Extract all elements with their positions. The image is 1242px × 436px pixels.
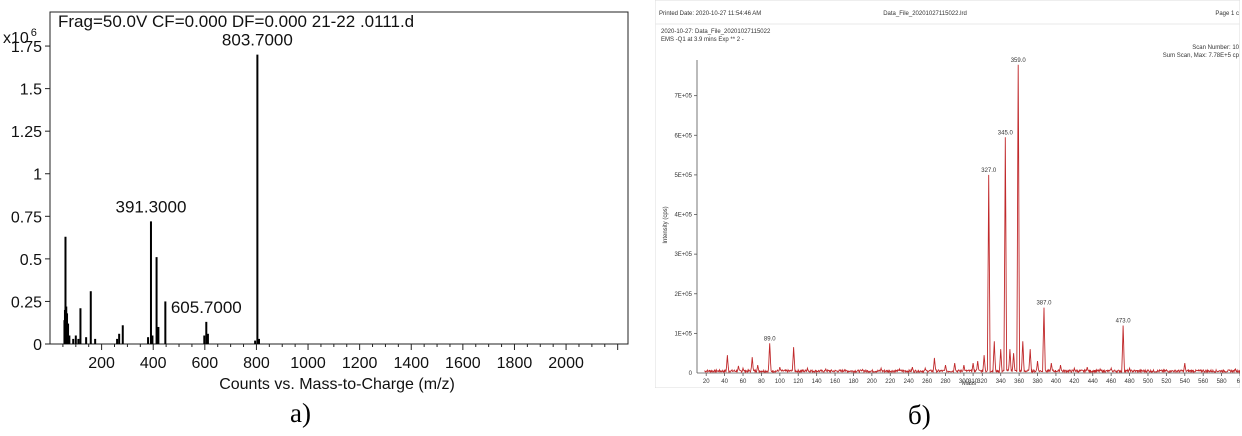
chart-a-peak-label: 391.3000 xyxy=(116,197,187,216)
chart-b-x-tick-label: 260 xyxy=(922,379,933,385)
chart-a-x-axis: 200 400 600 800 1000 1200 1400 1600 1800 2000 xyxy=(62,344,619,372)
chart-b-peak-label: 345.0 xyxy=(998,130,1014,136)
chart-a-y-tick-label: 1.25 xyxy=(11,124,42,141)
chart-b-x-tick-label: 20 xyxy=(703,379,710,385)
chart-b-caption: б) xyxy=(908,400,931,430)
chart-b-x-tick-label: 480 xyxy=(1125,379,1136,385)
chart-a-y-tick-label: 1.75 xyxy=(11,39,42,56)
chart-b-annotations: 359.0 345.0 327.0 387.0 473.0 89.0 xyxy=(764,58,1131,343)
chart-b-x-tick-label: 40 xyxy=(721,379,728,385)
chart-b-sum-scan: Sum Scan, Max: 7.78E+5 cp xyxy=(1163,53,1240,59)
chart-a-y-multiplier: x10 6 xyxy=(3,27,37,47)
chart-b-x-tick-label: 80 xyxy=(758,379,765,385)
chart-b-info-line-1: 2020-10-27: Data_File_20201027115022 xyxy=(661,29,771,35)
chart-a-x-tick-label: 1200 xyxy=(342,355,378,372)
chart-b-page-number: Page 1 c xyxy=(1215,11,1239,17)
chart-b: Printed Date: 2020-10-27 11:54:46 AM Dat… xyxy=(655,0,1240,388)
chart-a-y-tick-label: 1 xyxy=(33,167,42,184)
chart-b-x-tick-label: 180 xyxy=(848,379,859,385)
chart-b-x-tick-label: 360 xyxy=(1014,379,1025,385)
chart-b-y-tick-label: 2E+05 xyxy=(674,292,692,298)
chart-b-x-axis-label: Mass xyxy=(962,381,976,387)
chart-a-title: Frag=50.0V CF=0.000 DF=0.000 21-22 .0111… xyxy=(58,12,414,31)
chart-a-y-tick-label: 1.5 xyxy=(20,82,42,99)
chart-b-x-tick-label: 380 xyxy=(1033,379,1044,385)
chart-a-x-tick-label: 1000 xyxy=(290,355,326,372)
chart-b-x-tick-label: 140 xyxy=(812,379,823,385)
chart-b-x-tick-label: 200 xyxy=(867,379,878,385)
chart-b-x-tick-label: 160 xyxy=(830,379,841,385)
chart-a-annotations: 803.7000 391.3000 605.7000 xyxy=(116,31,293,317)
chart-b-peak-label: 89.0 xyxy=(764,336,776,342)
chart-a-y-axis: 0 0.25 0.5 0.75 1 1.25 1.5 1.75 xyxy=(11,39,50,354)
chart-a-y-tick-label: 0.75 xyxy=(11,209,42,226)
chart-a: Frag=50.0V CF=0.000 DF=0.000 21-22 .0111… xyxy=(3,11,629,393)
chart-b-info-line-2: EMS -Q1 at 3.9 mins Exp ** 2 - xyxy=(661,37,744,43)
chart-a-peaks xyxy=(63,54,261,344)
chart-b-y-axis-label: Intensity (cps) xyxy=(663,206,669,243)
chart-a-caption: а) xyxy=(290,398,311,428)
chart-a-x-tick-label: 1600 xyxy=(445,355,481,372)
chart-b-x-tick-label: 580 xyxy=(1217,379,1228,385)
chart-b-x-tick-label: 240 xyxy=(904,379,915,385)
chart-b-x-tick-label: 560 xyxy=(1198,379,1209,385)
chart-b-y-tick-label: 3E+05 xyxy=(674,252,692,258)
chart-b-y-tick-label: 5E+05 xyxy=(674,173,692,179)
chart-a-x-tick-label: 1400 xyxy=(393,355,429,372)
chart-b-printed-date: Printed Date: 2020-10-27 11:54:46 AM xyxy=(659,11,761,17)
chart-a-x-tick-label: 400 xyxy=(140,355,167,372)
chart-a-peak-label: 803.7000 xyxy=(222,31,293,50)
chart-a-y-tick-label: 0.5 xyxy=(20,252,42,269)
chart-a-x-axis-label: Counts vs. Mass-to-Charge (m/z) xyxy=(219,376,455,393)
chart-b-x-tick-label: 440 xyxy=(1088,379,1099,385)
chart-b-spectrum-line xyxy=(704,64,1240,374)
chart-b-peak-label: 473.0 xyxy=(1116,318,1132,324)
chart-b-x-tick-label: 500 xyxy=(1143,379,1154,385)
chart-a-y-tick-label: 0.25 xyxy=(11,294,42,311)
chart-b-scan-number: Scan Number: 10 xyxy=(1192,45,1239,51)
chart-b-x-tick-label: 100 xyxy=(775,379,786,385)
chart-b-x-tick-label: 320 xyxy=(977,379,988,385)
chart-a-plot-area xyxy=(49,11,629,345)
chart-b-x-tick-label: 460 xyxy=(1106,379,1117,385)
chart-b-x-tick-label: 220 xyxy=(885,379,896,385)
chart-a-x-tick-label: 600 xyxy=(191,355,218,372)
chart-b-x-tick-label: 400 xyxy=(1051,379,1062,385)
chart-b-y-axis: 1E+05 2E+05 3E+05 4E+05 5E+05 6E+05 7E+05 0 xyxy=(674,94,697,377)
chart-b-x-tick-label: 60 xyxy=(740,379,747,385)
chart-b-y-tick-label: 6E+05 xyxy=(674,133,692,139)
chart-a-x-tick-label: 1800 xyxy=(497,355,533,372)
chart-a-peak-label: 605.7000 xyxy=(171,298,242,317)
chart-b-x-tick-label: 540 xyxy=(1180,379,1191,385)
chart-b-x-tick-label: 300 xyxy=(959,379,970,385)
chart-b-y-tick-label: 7E+05 xyxy=(674,94,692,100)
chart-b-x-tick-label: 120 xyxy=(793,379,804,385)
chart-a-y-tick-label: 0 xyxy=(33,337,42,354)
chart-b-x-tick-label: 420 xyxy=(1069,379,1080,385)
chart-b-y-tick-label: 0 xyxy=(689,371,693,377)
chart-b-y-tick-label: 1E+05 xyxy=(674,331,692,337)
chart-b-y-tick-label: 4E+05 xyxy=(674,213,692,219)
chart-a-x-tick-label: 800 xyxy=(243,355,270,372)
chart-b-peak-label: 327.0 xyxy=(981,168,997,174)
chart-b-x-tick-label: 340 xyxy=(996,379,1007,385)
chart-b-x-axis: 20 40 60 80 100 120 140 160 180 200 220 240 260 280 30… xyxy=(703,373,1240,385)
chart-b-peak-label: 359.0 xyxy=(1011,58,1027,64)
chart-b-file-name: Data_File_20201027115022.lrd xyxy=(883,11,967,17)
chart-b-x-tick-label: 310 xyxy=(968,379,979,385)
chart-a-x-tick-label: 200 xyxy=(88,355,115,372)
chart-b-x-tick-label: 520 xyxy=(1161,379,1172,385)
chart-b-peak-label: 387.0 xyxy=(1036,301,1052,307)
chart-b-x-tick-label: 280 xyxy=(940,379,951,385)
chart-b-x-tick-label: 60 xyxy=(1237,379,1240,385)
chart-a-x-tick-label: 2000 xyxy=(548,355,584,372)
